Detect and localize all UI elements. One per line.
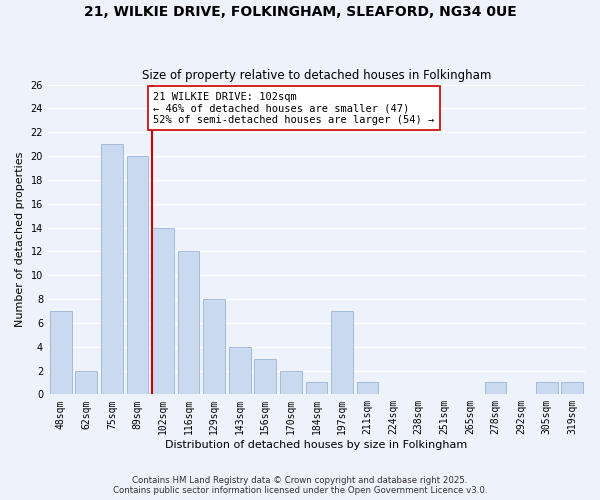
Bar bbox=[562, 382, 583, 394]
Bar bbox=[127, 156, 148, 394]
Bar bbox=[50, 311, 71, 394]
Bar bbox=[331, 311, 353, 394]
Bar bbox=[229, 346, 251, 395]
Text: 21, WILKIE DRIVE, FOLKINGHAM, SLEAFORD, NG34 0UE: 21, WILKIE DRIVE, FOLKINGHAM, SLEAFORD, … bbox=[83, 5, 517, 19]
Bar bbox=[305, 382, 328, 394]
Bar bbox=[203, 299, 225, 394]
Bar bbox=[536, 382, 557, 394]
Bar bbox=[485, 382, 506, 394]
Y-axis label: Number of detached properties: Number of detached properties bbox=[15, 152, 25, 327]
Text: 21 WILKIE DRIVE: 102sqm
← 46% of detached houses are smaller (47)
52% of semi-de: 21 WILKIE DRIVE: 102sqm ← 46% of detache… bbox=[154, 92, 434, 125]
Title: Size of property relative to detached houses in Folkingham: Size of property relative to detached ho… bbox=[142, 69, 491, 82]
Bar bbox=[357, 382, 379, 394]
Bar bbox=[152, 228, 174, 394]
Bar bbox=[76, 370, 97, 394]
Bar bbox=[254, 358, 276, 394]
Bar bbox=[178, 252, 199, 394]
Bar bbox=[280, 370, 302, 394]
X-axis label: Distribution of detached houses by size in Folkingham: Distribution of detached houses by size … bbox=[166, 440, 467, 450]
Bar bbox=[101, 144, 123, 395]
Text: Contains HM Land Registry data © Crown copyright and database right 2025.
Contai: Contains HM Land Registry data © Crown c… bbox=[113, 476, 487, 495]
